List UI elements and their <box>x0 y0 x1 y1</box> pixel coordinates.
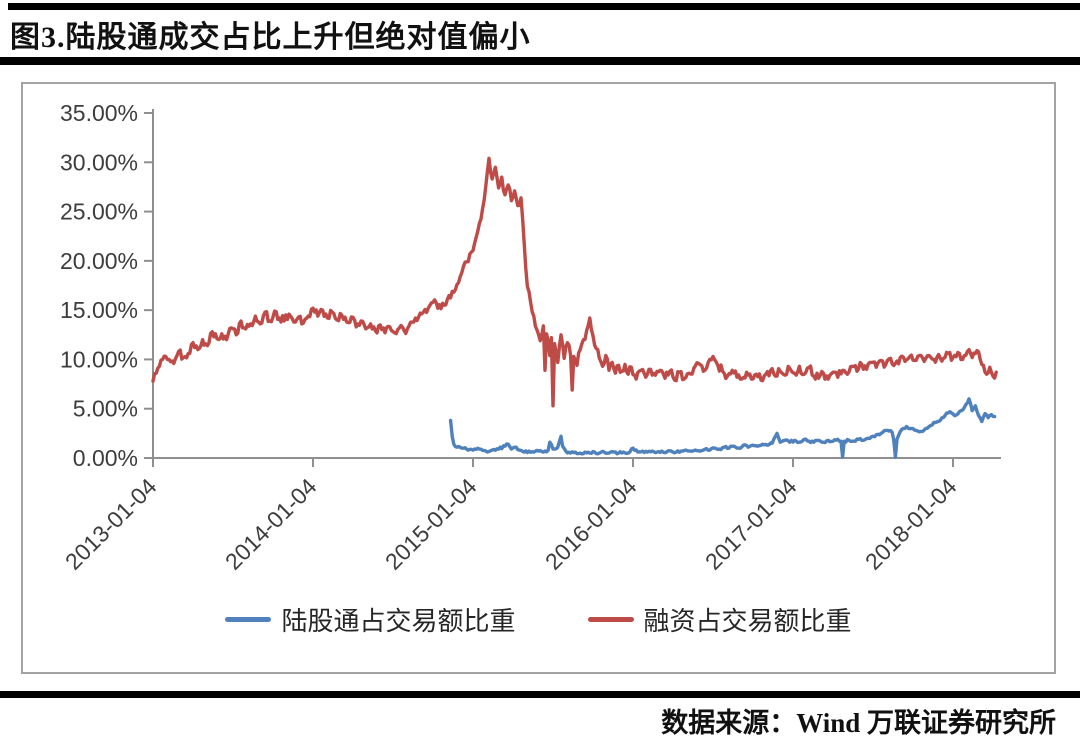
top-rule <box>8 3 1080 10</box>
x-axis-label: 2018-01-04 <box>860 473 962 575</box>
y-axis-label: 30.00% <box>60 149 138 175</box>
legend-label-rongzi: 融资占交易额比重 <box>643 607 852 636</box>
x-axis-label: 2015-01-04 <box>380 473 482 575</box>
y-axis-label: 10.00% <box>60 346 138 372</box>
y-axis-label: 20.00% <box>60 248 138 274</box>
y-axis-label: 5.00% <box>73 396 138 422</box>
legend-line-blue-icon <box>225 617 272 622</box>
x-axis-label: 2017-01-04 <box>700 473 802 575</box>
x-axis-label: 2013-01-04 <box>60 473 162 575</box>
figure-title: 图3.陆股通成交占比上升但绝对值偏小 <box>10 21 531 54</box>
y-axis-label: 15.00% <box>60 297 138 323</box>
title-divider <box>0 57 1080 65</box>
y-axis-label: 25.00% <box>60 199 138 225</box>
x-axis-label: 2016-01-04 <box>540 473 642 575</box>
bottom-rule <box>0 691 1080 698</box>
legend-label-lugutong: 陆股通占交易额比重 <box>281 607 516 636</box>
x-axis-label: 2014-01-04 <box>220 473 322 575</box>
data-source: 数据来源：Wind 万联证券研究所 <box>661 708 1056 738</box>
line-chart: 35.00% 30.00% 25.00% 20.00% 15.00% 10.00% 5.00… <box>60 100 1001 575</box>
legend-item-lugutong: 陆股通占交易额比重 <box>225 601 516 638</box>
chart-legend: 陆股通占交易额比重 融资占交易额比重 <box>23 601 1054 638</box>
series-line-lugutong <box>448 397 997 459</box>
series-line-rongzi <box>151 156 998 408</box>
y-axis-label: 0.00% <box>73 445 138 471</box>
legend-line-red-icon <box>587 617 634 622</box>
chart-panel: 35.00% 30.00% 25.00% 20.00% 15.00% 10.00% 5.00… <box>21 82 1056 674</box>
y-axis-label: 35.00% <box>60 100 138 126</box>
legend-item-rongzi: 融资占交易额比重 <box>587 601 852 638</box>
